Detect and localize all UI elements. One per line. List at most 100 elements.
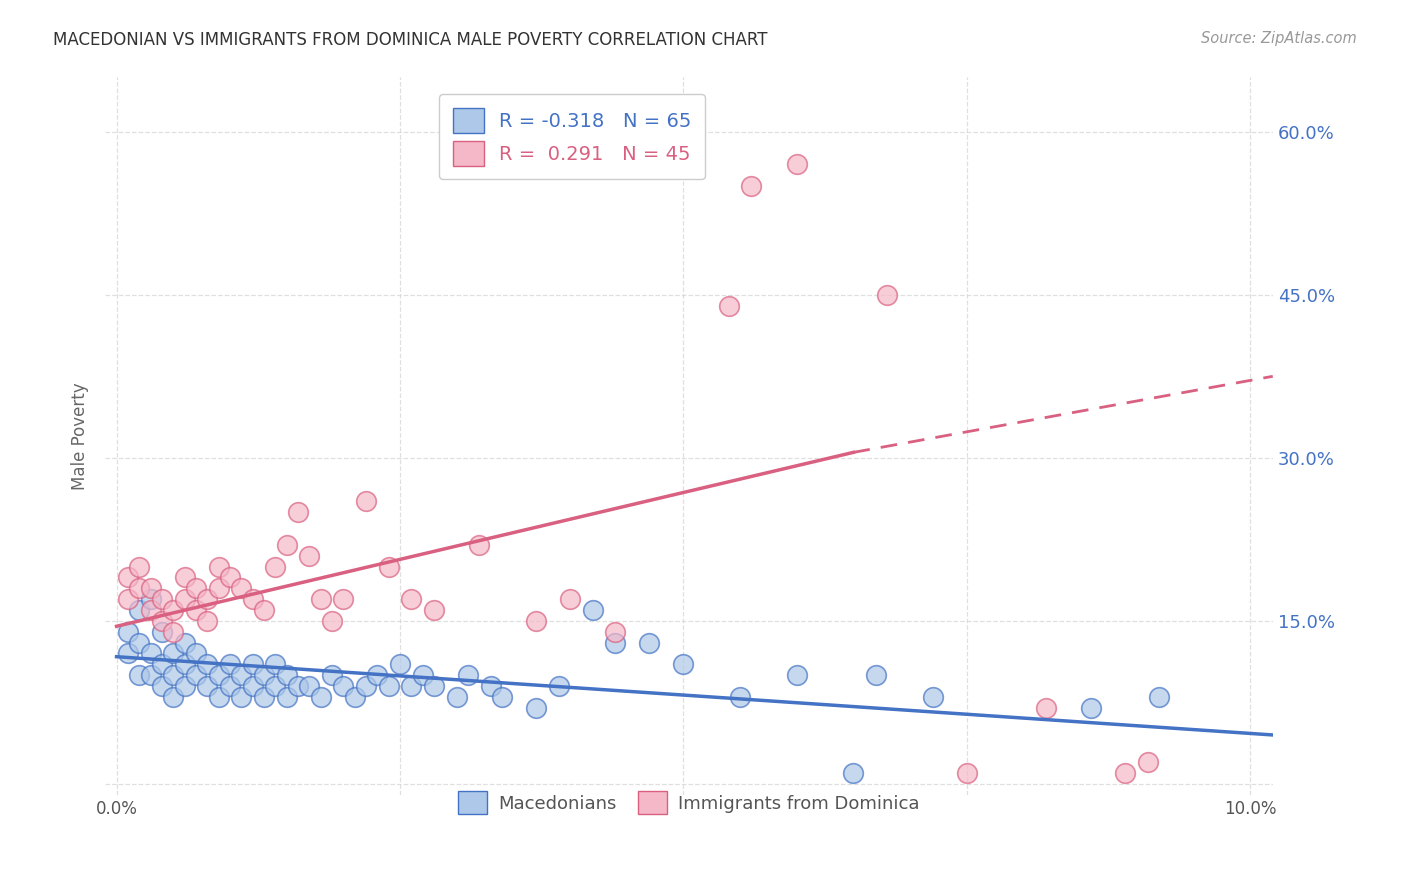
Point (605, 624, 627, 639)
Point (1080, 700, 1102, 714)
Point (354, 679, 377, 693)
Point (242, 592, 264, 607)
Point (457, 668, 479, 682)
Point (582, 603, 605, 617)
Point (173, 570, 195, 584)
Point (219, 657, 242, 672)
Point (195, 592, 218, 607)
Point (195, 679, 218, 693)
Point (388, 657, 411, 672)
Point (921, 690, 943, 704)
Point (128, 635, 150, 649)
Point (298, 679, 321, 693)
Point (343, 690, 366, 704)
Point (1035, 700, 1057, 714)
Point (264, 559, 287, 574)
Point (287, 505, 309, 519)
Point (162, 668, 184, 682)
Point (547, 679, 569, 693)
Point (377, 559, 399, 574)
Point (162, 624, 184, 639)
Point (128, 581, 150, 595)
Point (231, 581, 253, 595)
Point (242, 679, 264, 693)
Point (309, 690, 332, 704)
Point (128, 603, 150, 617)
Point (524, 614, 547, 628)
Y-axis label: Male Poverty: Male Poverty (72, 383, 89, 490)
Point (173, 657, 195, 672)
Point (150, 679, 173, 693)
Point (865, 668, 887, 682)
Point (173, 635, 195, 649)
Point (366, 668, 388, 682)
Point (276, 538, 298, 552)
Point (128, 559, 150, 574)
Point (253, 603, 276, 617)
Point (150, 624, 173, 639)
Point (401, 592, 423, 607)
Point (298, 549, 321, 563)
Point (740, 179, 762, 194)
Point (332, 679, 354, 693)
Point (264, 657, 287, 672)
Point (412, 668, 434, 682)
Point (150, 657, 173, 672)
Point (117, 570, 139, 584)
Point (423, 603, 446, 617)
Point (207, 668, 229, 682)
Point (184, 668, 207, 682)
Point (219, 570, 242, 584)
Point (162, 647, 184, 661)
Point (1149, 690, 1171, 704)
Point (150, 614, 173, 628)
Point (173, 592, 195, 607)
Point (956, 766, 979, 780)
Point (332, 592, 354, 607)
Point (276, 668, 298, 682)
Point (173, 679, 195, 693)
Point (231, 668, 253, 682)
Point (150, 592, 173, 607)
Text: Source: ZipAtlas.com: Source: ZipAtlas.com (1201, 31, 1357, 46)
Point (638, 635, 661, 649)
Point (321, 614, 343, 628)
Point (842, 766, 865, 780)
Point (207, 581, 229, 595)
Point (139, 581, 162, 595)
Point (1114, 766, 1136, 780)
Point (728, 690, 751, 704)
Point (287, 679, 309, 693)
Point (786, 157, 808, 171)
Point (468, 538, 491, 552)
Point (139, 668, 162, 682)
Point (605, 635, 627, 649)
Point (117, 647, 139, 661)
Point (253, 668, 276, 682)
Point (717, 299, 740, 313)
Point (401, 679, 423, 693)
Text: MACEDONIAN VS IMMIGRANTS FROM DOMINICA MALE POVERTY CORRELATION CHART: MACEDONIAN VS IMMIGRANTS FROM DOMINICA M… (53, 31, 768, 49)
Point (672, 657, 695, 672)
Point (139, 592, 162, 607)
Point (195, 614, 218, 628)
Point (117, 592, 139, 607)
Point (231, 690, 253, 704)
Point (117, 624, 139, 639)
Point (184, 581, 207, 595)
Point (786, 668, 808, 682)
Point (479, 679, 502, 693)
Point (128, 668, 150, 682)
Point (162, 690, 184, 704)
Point (219, 679, 242, 693)
Point (184, 603, 207, 617)
Point (309, 592, 332, 607)
Point (264, 679, 287, 693)
Point (321, 668, 343, 682)
Point (276, 690, 298, 704)
Point (491, 690, 513, 704)
Point (377, 679, 399, 693)
Point (354, 494, 377, 508)
Legend: Macedonians, Immigrants from Dominica: Macedonians, Immigrants from Dominica (447, 780, 931, 825)
Point (162, 603, 184, 617)
